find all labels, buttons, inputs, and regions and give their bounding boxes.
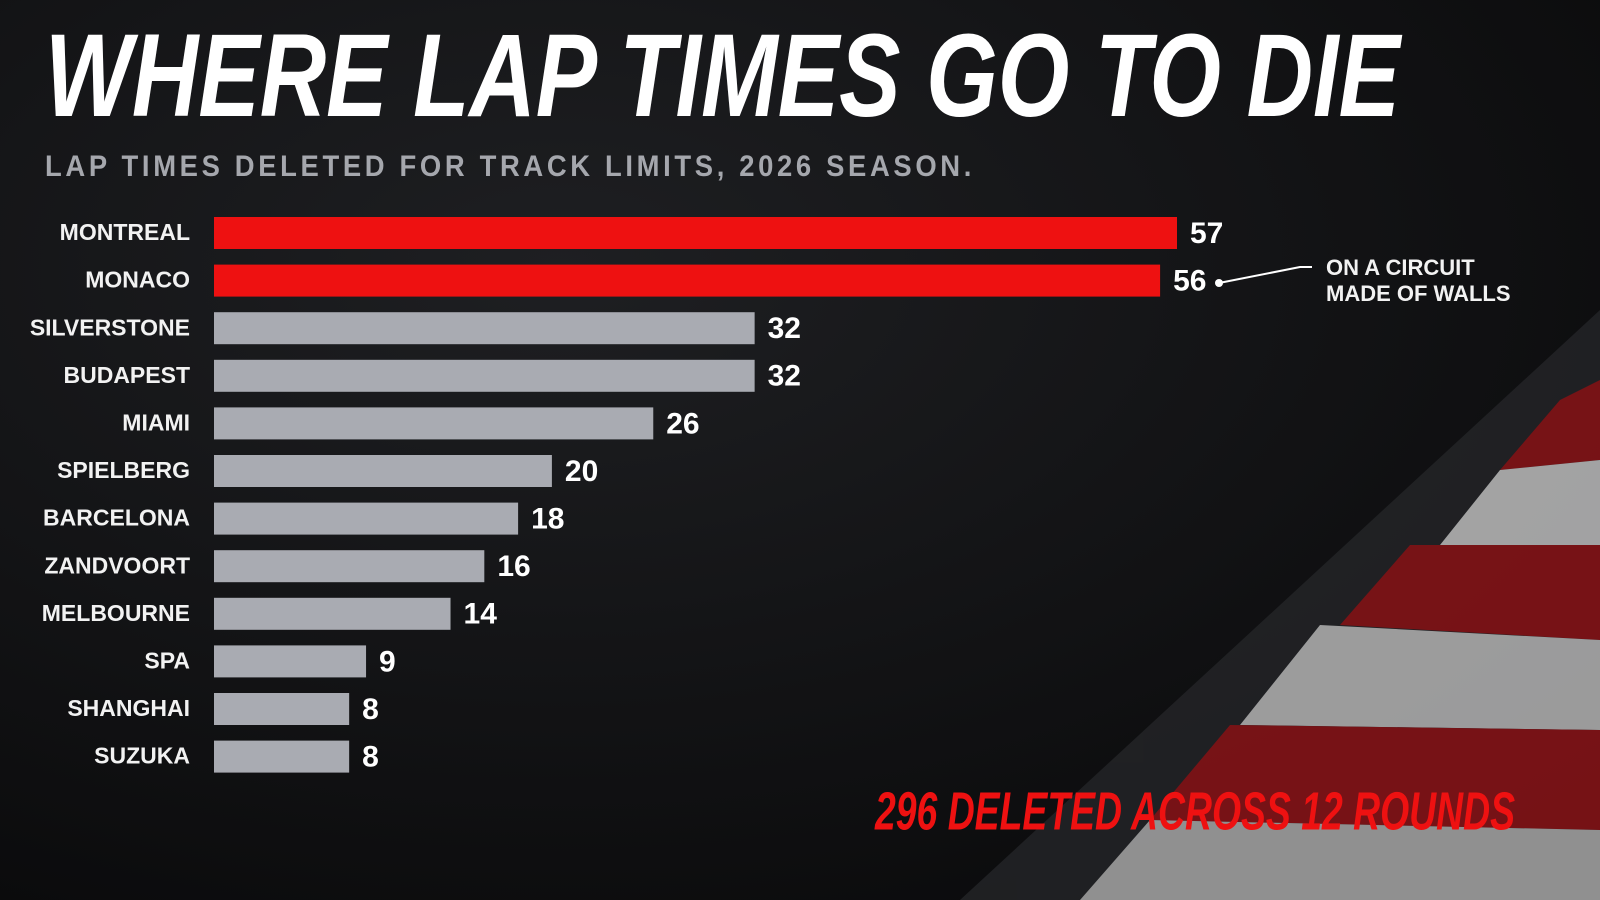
category-label: BARCELONA — [43, 505, 190, 531]
value-label: 9 — [379, 645, 396, 678]
category-label: SUZUKA — [94, 743, 190, 769]
value-label: 8 — [362, 693, 379, 726]
category-label: SPA — [144, 647, 190, 673]
value-label: 18 — [531, 503, 564, 536]
bar — [214, 645, 367, 678]
chart-subtitle: LAP TIMES DELETED FOR TRACK LIMITS, 2026… — [45, 150, 975, 183]
category-label: MONACO — [85, 267, 190, 293]
value-label: 26 — [666, 407, 699, 440]
bar — [214, 217, 1177, 249]
bar — [214, 597, 451, 630]
value-label: 56 — [1173, 265, 1206, 298]
value-label: 14 — [464, 598, 498, 631]
category-label: SHANGHAI — [67, 695, 190, 721]
value-label: 16 — [497, 550, 530, 583]
value-label: 20 — [565, 455, 598, 488]
category-label: MIAMI — [122, 409, 190, 435]
value-label: 8 — [362, 741, 379, 774]
category-label: ZANDVOORT — [44, 552, 190, 578]
category-label: MONTREAL — [60, 219, 190, 245]
value-label: 57 — [1190, 217, 1223, 250]
bar — [214, 407, 654, 440]
bar — [214, 312, 755, 345]
annotation: ON A CIRCUIT MADE OF WALLS — [1326, 255, 1511, 306]
bar — [214, 740, 350, 773]
footer-total: 296 DELETED ACROSS 12 ROUNDS — [874, 781, 1515, 841]
bar — [214, 264, 1161, 297]
annotation-connector — [1215, 266, 1312, 287]
category-label: SPIELBERG — [57, 457, 190, 483]
value-label: 32 — [768, 360, 801, 393]
value-label: 32 — [768, 312, 801, 345]
bar — [214, 693, 350, 725]
chart-title: WHERE LAP TIMES GO TO DIE — [45, 10, 1403, 142]
category-label: BUDAPEST — [63, 362, 190, 388]
bar — [214, 455, 552, 487]
category-label: MELBOURNE — [42, 600, 190, 626]
bar — [214, 359, 755, 392]
bar — [214, 502, 519, 535]
category-label: SILVERSTONE — [30, 314, 190, 340]
curb-decoration — [960, 310, 1600, 900]
bar — [214, 550, 485, 583]
